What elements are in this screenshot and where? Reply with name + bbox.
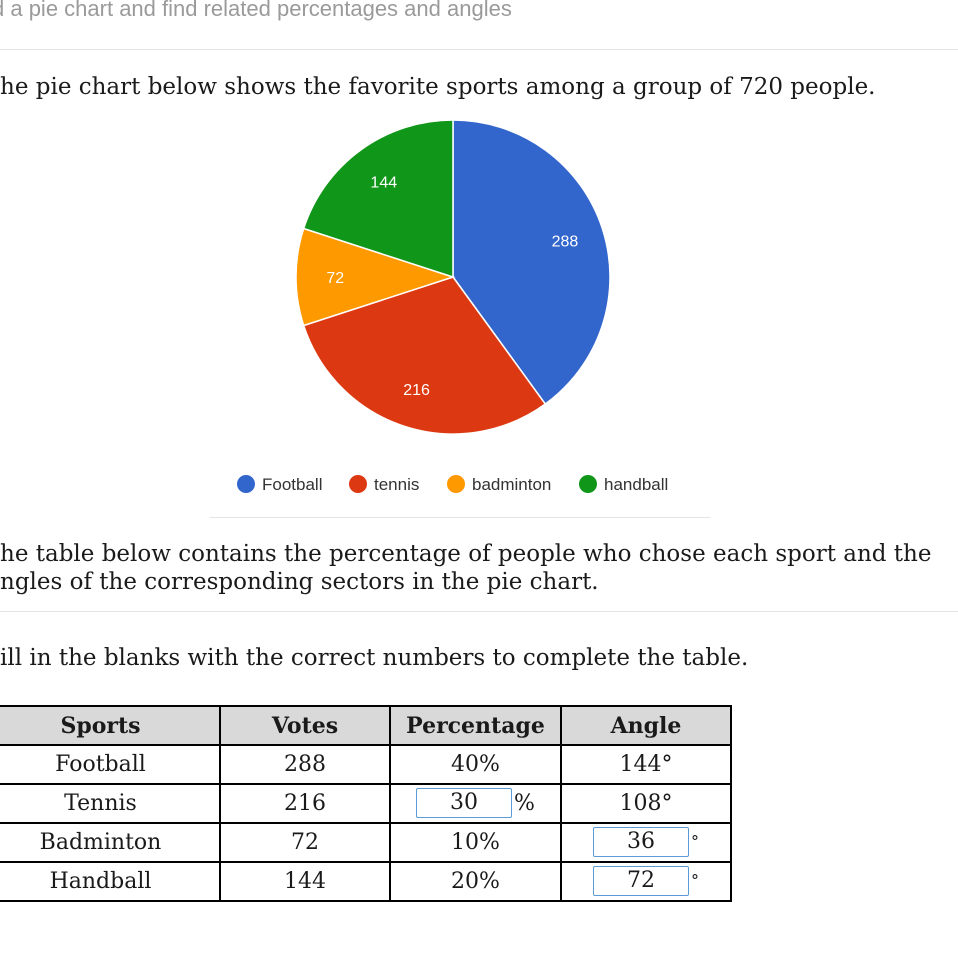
cell-sport: Tennis [0, 783, 221, 824]
percent-unit: % [514, 791, 535, 816]
intro-text: he pie chart below shows the favorite sp… [0, 74, 876, 100]
percentage-answer-input[interactable]: 30 [416, 787, 513, 818]
table-header-row: Sports Votes Percentage Angle [0, 705, 732, 746]
degree-unit: ° [691, 831, 699, 851]
legend-swatch [349, 475, 367, 493]
cell-sport: Handball [0, 861, 221, 902]
cell-votes: 288 [219, 744, 391, 785]
cell-angle: 144° [560, 744, 732, 785]
cell-percentage: 20% [389, 861, 562, 902]
chart-divider [210, 517, 710, 518]
table-intro-line-1: he table below contains the percentage o… [0, 541, 932, 567]
header-sports: Sports [0, 705, 221, 746]
cell-angle: 72 ° [560, 861, 732, 902]
legend-label: Football [262, 475, 322, 494]
table-intro-line-2: ngles of the corresponding sectors in th… [0, 569, 599, 595]
pie-chart: 288 216 72 144 Football tennis badminton handb… [237, 119, 668, 494]
page-header-title: d a pie chart and find related percentag… [0, 0, 512, 21]
divider [0, 611, 958, 612]
legend-label: badminton [472, 475, 551, 494]
angle-answer-input[interactable]: 36 [593, 826, 689, 857]
legend-swatch [447, 475, 465, 493]
divider [0, 49, 958, 50]
cell-percentage: 30% [389, 783, 562, 824]
header-votes: Votes [219, 705, 391, 746]
angle-answer-input[interactable]: 72 [593, 865, 689, 896]
legend-label: tennis [374, 475, 419, 494]
table-row: Handball 144 20% 72 ° [0, 861, 732, 902]
slice-data-label: 72 [326, 270, 344, 287]
cell-angle: 108° [560, 783, 732, 824]
header-angle: Angle [560, 705, 732, 746]
table-row: Badminton 72 10% 36 ° [0, 822, 732, 863]
slice-data-label: 144 [370, 175, 397, 192]
legend-swatch [579, 475, 597, 493]
cell-percentage: 10% [389, 822, 562, 863]
header-percentage: Percentage [389, 705, 562, 746]
slice-data-label: 288 [552, 234, 579, 251]
legend-label: handball [604, 475, 668, 494]
sports-table: Sports Votes Percentage Angle Football 2… [0, 705, 732, 902]
pie-slice-badminton [295, 227, 456, 327]
legend-swatch [237, 475, 255, 493]
cell-votes: 72 [219, 822, 391, 863]
table-row: Football 288 40% 144° [0, 744, 732, 785]
cell-votes: 216 [219, 783, 391, 824]
slice-data-label: 216 [403, 382, 430, 399]
cell-sport: Badminton [0, 822, 221, 863]
table-row: Tennis 216 30% 108° [0, 783, 732, 824]
instruction-text: ill in the blanks with the correct numbe… [0, 645, 749, 671]
pie-slice-football [452, 119, 611, 406]
cell-percentage: 40% [389, 744, 562, 785]
pie-slice-tennis [302, 276, 547, 435]
cell-sport: Football [0, 744, 221, 785]
degree-unit: ° [691, 870, 699, 890]
cell-angle: 36 ° [560, 822, 732, 863]
pie-slice-handball [302, 119, 454, 279]
cell-votes: 144 [219, 861, 391, 902]
